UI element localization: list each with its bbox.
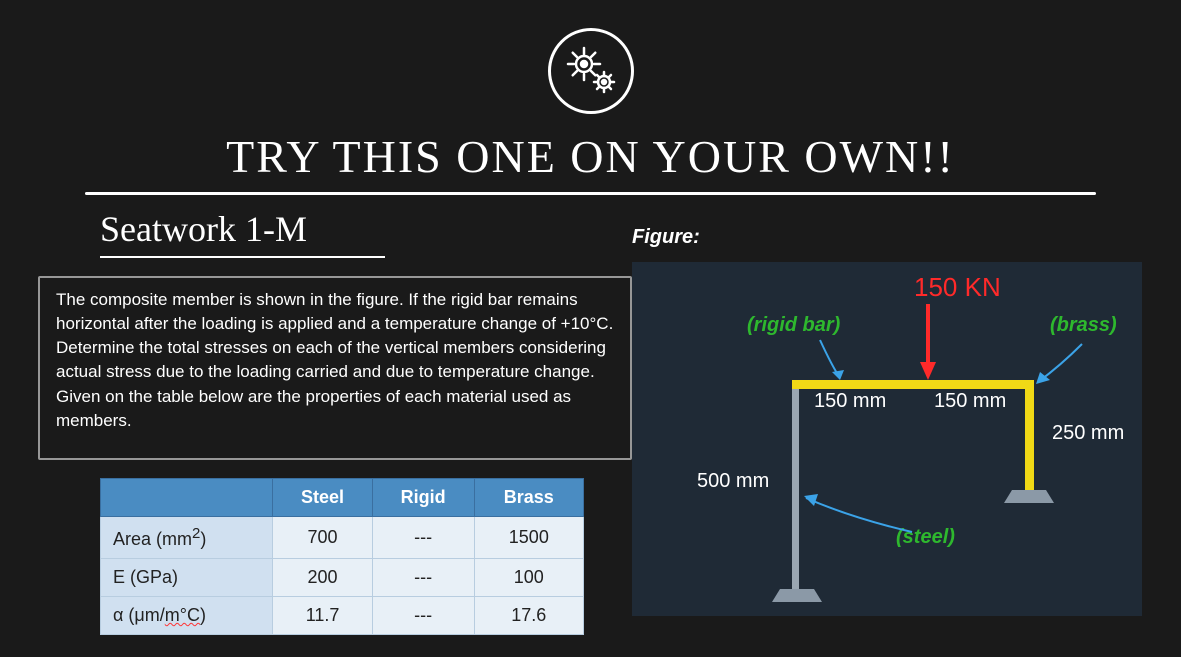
row-alpha-label: α (μm/m°C) xyxy=(101,597,273,635)
subtitle: Seatwork 1-M xyxy=(100,208,307,250)
problem-statement: The composite member is shown in the fig… xyxy=(38,276,632,460)
cell: 1500 xyxy=(474,517,583,559)
table-row: E (GPa) 200 --- 100 xyxy=(101,559,584,597)
properties-table: Steel Rigid Brass Area (mm2) 700 --- 150… xyxy=(100,478,584,635)
diagram-svg xyxy=(632,262,1142,616)
problem-text: The composite member is shown in the fig… xyxy=(56,290,613,430)
col-steel: Steel xyxy=(273,479,372,517)
col-brass: Brass xyxy=(474,479,583,517)
figure-diagram: 150 KN (rigid bar) (brass) (steel) 150 m… xyxy=(632,262,1142,616)
row-area-label: Area (mm2) xyxy=(101,517,273,559)
cell: 17.6 xyxy=(474,597,583,635)
page-title: TRY THIS ONE ON YOUR OWN!! xyxy=(0,130,1181,183)
gears-icon xyxy=(562,42,620,100)
title-underline xyxy=(85,192,1096,195)
row-e-label: E (GPa) xyxy=(101,559,273,597)
cell: 200 xyxy=(273,559,372,597)
cell: --- xyxy=(372,559,474,597)
col-rigid: Rigid xyxy=(372,479,474,517)
gear-icon-badge xyxy=(548,28,634,114)
subtitle-underline xyxy=(100,256,385,258)
cell: 11.7 xyxy=(273,597,372,635)
cell: --- xyxy=(372,597,474,635)
col-blank xyxy=(101,479,273,517)
table-row: Area (mm2) 700 --- 1500 xyxy=(101,517,584,559)
cell: --- xyxy=(372,517,474,559)
cell: 100 xyxy=(474,559,583,597)
cell: 700 xyxy=(273,517,372,559)
table-header-row: Steel Rigid Brass xyxy=(101,479,584,517)
table-row: α (μm/m°C) 11.7 --- 17.6 xyxy=(101,597,584,635)
figure-label: Figure: xyxy=(632,226,700,249)
